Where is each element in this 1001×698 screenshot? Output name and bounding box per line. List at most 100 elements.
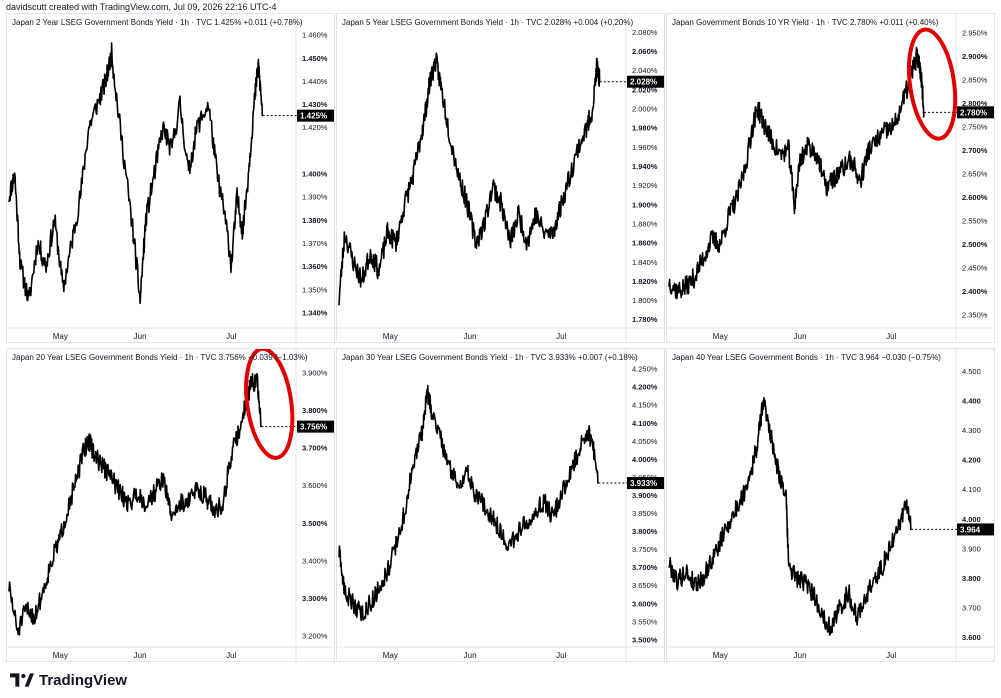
y-tick-label: 2.850%: [962, 75, 988, 84]
y-tick-label: 1.780%: [632, 315, 658, 324]
tradingview-logo-text: TradingView: [39, 671, 128, 689]
x-tick-label: Jun: [794, 651, 807, 660]
chart-panel-jgb-2y[interactable]: Japan 2 Year LSEG Government Bonds Yield…: [6, 13, 335, 343]
x-tick-label: Jul: [226, 332, 236, 341]
chart-plot[interactable]: 2.950% 2.900% 2.850% 2.800% 2.750% 2.700% 2.65…: [667, 14, 995, 343]
y-tick-label: 3.800%: [632, 527, 658, 536]
y-tick-label: 3.550%: [632, 617, 658, 626]
chart-panel-jgb-5y[interactable]: Japan 5 Year LSEG Government Bonds Yield…: [336, 13, 665, 343]
y-tick-label: 3.600: [962, 633, 981, 642]
chart-title: Japan 5 Year LSEG Government Bonds Yield…: [342, 18, 634, 27]
y-tick-label: 2.650%: [962, 169, 988, 178]
y-tick-label: 4.200: [962, 456, 981, 465]
y-tick-label: 3.200%: [302, 631, 328, 640]
y-tick-label: 2.750%: [962, 122, 988, 131]
y-tick-label: 1.880%: [632, 219, 658, 228]
y-tick-label: 1.420%: [302, 123, 328, 132]
x-tick-label: Jun: [134, 332, 147, 341]
highlight-circle: [906, 27, 958, 141]
y-tick-label: 3.700%: [632, 563, 658, 572]
y-tick-label: 1.840%: [632, 258, 658, 267]
y-tick-label: 1.370%: [302, 239, 328, 248]
chart-title: Japan Government Bonds 10 YR Yield · 1h …: [672, 18, 939, 27]
y-tick-label: 3.300%: [302, 594, 328, 603]
last-price-label: 3.964: [960, 525, 981, 534]
y-tick-label: 4.150%: [632, 401, 658, 410]
y-tick-label: 4.100%: [632, 419, 658, 428]
x-tick-label: Jul: [556, 332, 566, 341]
y-tick-label: 3.700: [962, 604, 981, 613]
chart-grid: Japan 2 Year LSEG Government Bonds Yield…: [6, 13, 995, 662]
series-line: [8, 42, 264, 305]
y-tick-label: 1.450%: [302, 54, 328, 63]
creator-caption: davidscutt created with TradingView.com,…: [6, 2, 277, 12]
y-tick-label: 1.800%: [632, 296, 658, 305]
x-tick-label: May: [383, 651, 398, 660]
y-tick-label: 4.300: [962, 426, 981, 435]
last-price-label: 2.028%: [630, 78, 657, 87]
x-tick-label: May: [713, 651, 728, 660]
y-tick-label: 3.600%: [632, 599, 658, 608]
highlight-circle: [244, 349, 295, 460]
y-tick-label: 1.900%: [632, 200, 658, 209]
y-tick-label: 1.860%: [632, 239, 658, 248]
y-tick-label: 2.900%: [962, 52, 988, 61]
y-tick-label: 2.550%: [962, 217, 988, 226]
chart-panel-jgb-20y[interactable]: Japan 20 Year LSEG Government Bonds Yiel…: [6, 348, 335, 662]
y-tick-label: 2.020%: [632, 85, 658, 94]
chart-panel-jgb-40y[interactable]: Japan 40 Year LSEG Government Bonds · 1h…: [666, 348, 995, 662]
chart-title: Japan 20 Year LSEG Government Bonds Yiel…: [12, 353, 308, 362]
y-tick-label: 3.800%: [302, 406, 328, 415]
x-tick-label: Jul: [556, 651, 566, 660]
y-tick-label: 2.500%: [962, 240, 988, 249]
y-tick-label: 2.000%: [632, 105, 658, 114]
chart-plot[interactable]: 4.250%4.200%4.150%4.100%4.050%4.000%3.95…: [337, 349, 665, 662]
y-tick-label: 3.800: [962, 574, 981, 583]
chart-title: Japan 40 Year LSEG Government Bonds · 1h…: [672, 353, 941, 362]
tradingview-logo[interactable]: TradingView: [10, 670, 127, 690]
chart-plot[interactable]: 2.080% 2.060% 2.040% 2.020% 2.000% 1.980% 1.96…: [337, 14, 665, 343]
tradingview-logo-icon: [10, 673, 34, 687]
x-tick-label: May: [713, 332, 728, 341]
y-tick-label: 1.920%: [632, 181, 658, 190]
y-tick-label: 4.500: [962, 367, 981, 376]
y-tick-label: 3.700%: [302, 444, 328, 453]
y-tick-label: 1.400%: [302, 170, 328, 179]
series-line: [338, 52, 601, 306]
y-tick-label: 3.650%: [632, 581, 658, 590]
chart-panel-jgb-10y[interactable]: Japan Government Bonds 10 YR Yield · 1h …: [666, 13, 995, 343]
last-price-label-bg: [297, 420, 334, 433]
x-tick-label: Jun: [794, 332, 807, 341]
y-tick-label: 4.100: [962, 485, 981, 494]
chart-panel-jgb-30y[interactable]: Japan 30 Year LSEG Government Bonds Yiel…: [336, 348, 665, 662]
series-line: [338, 384, 599, 622]
x-tick-label: Jun: [464, 332, 477, 341]
y-tick-label: 4.000%: [632, 455, 658, 464]
y-tick-label: 2.080%: [632, 28, 658, 37]
last-price-label: 3.756%: [300, 423, 327, 432]
y-tick-label: 3.500%: [632, 635, 658, 644]
y-tick-label: 3.850%: [632, 509, 658, 518]
y-tick-label: 2.700%: [962, 146, 988, 155]
chart-plot[interactable]: 1.460% 1.450% 1.440% 1.430% 1.420% 1.400% 1.39…: [7, 14, 335, 343]
y-tick-label: 1.430%: [302, 100, 328, 109]
last-price-label-bg: [627, 75, 664, 88]
last-price-label-bg: [957, 106, 994, 119]
chart-title: Japan 30 Year LSEG Government Bonds Yiel…: [342, 353, 638, 362]
y-tick-label: 2.800%: [962, 99, 988, 108]
chart-plot[interactable]: 4.500 4.400 4.300 4.200 4.100 4.000 3.900 3.800…: [667, 349, 995, 662]
y-tick-label: 4.050%: [632, 437, 658, 446]
x-tick-label: Jun: [464, 651, 477, 660]
y-tick-label: 4.000: [962, 515, 981, 524]
x-tick-label: Jul: [226, 651, 236, 660]
y-tick-label: 2.600%: [962, 193, 988, 202]
y-tick-label: 1.380%: [302, 216, 328, 225]
series-line: [8, 373, 262, 636]
series-line: [668, 46, 925, 300]
y-tick-label: 4.200%: [632, 383, 658, 392]
y-tick-label: 2.450%: [962, 264, 988, 273]
y-tick-label: 3.900: [962, 544, 981, 553]
series-line: [668, 396, 912, 636]
chart-plot[interactable]: 3.900% 3.800% 3.700% 3.600% 3.500% 3.400% 3.30…: [7, 349, 335, 662]
last-price-label: 1.425%: [300, 112, 327, 121]
